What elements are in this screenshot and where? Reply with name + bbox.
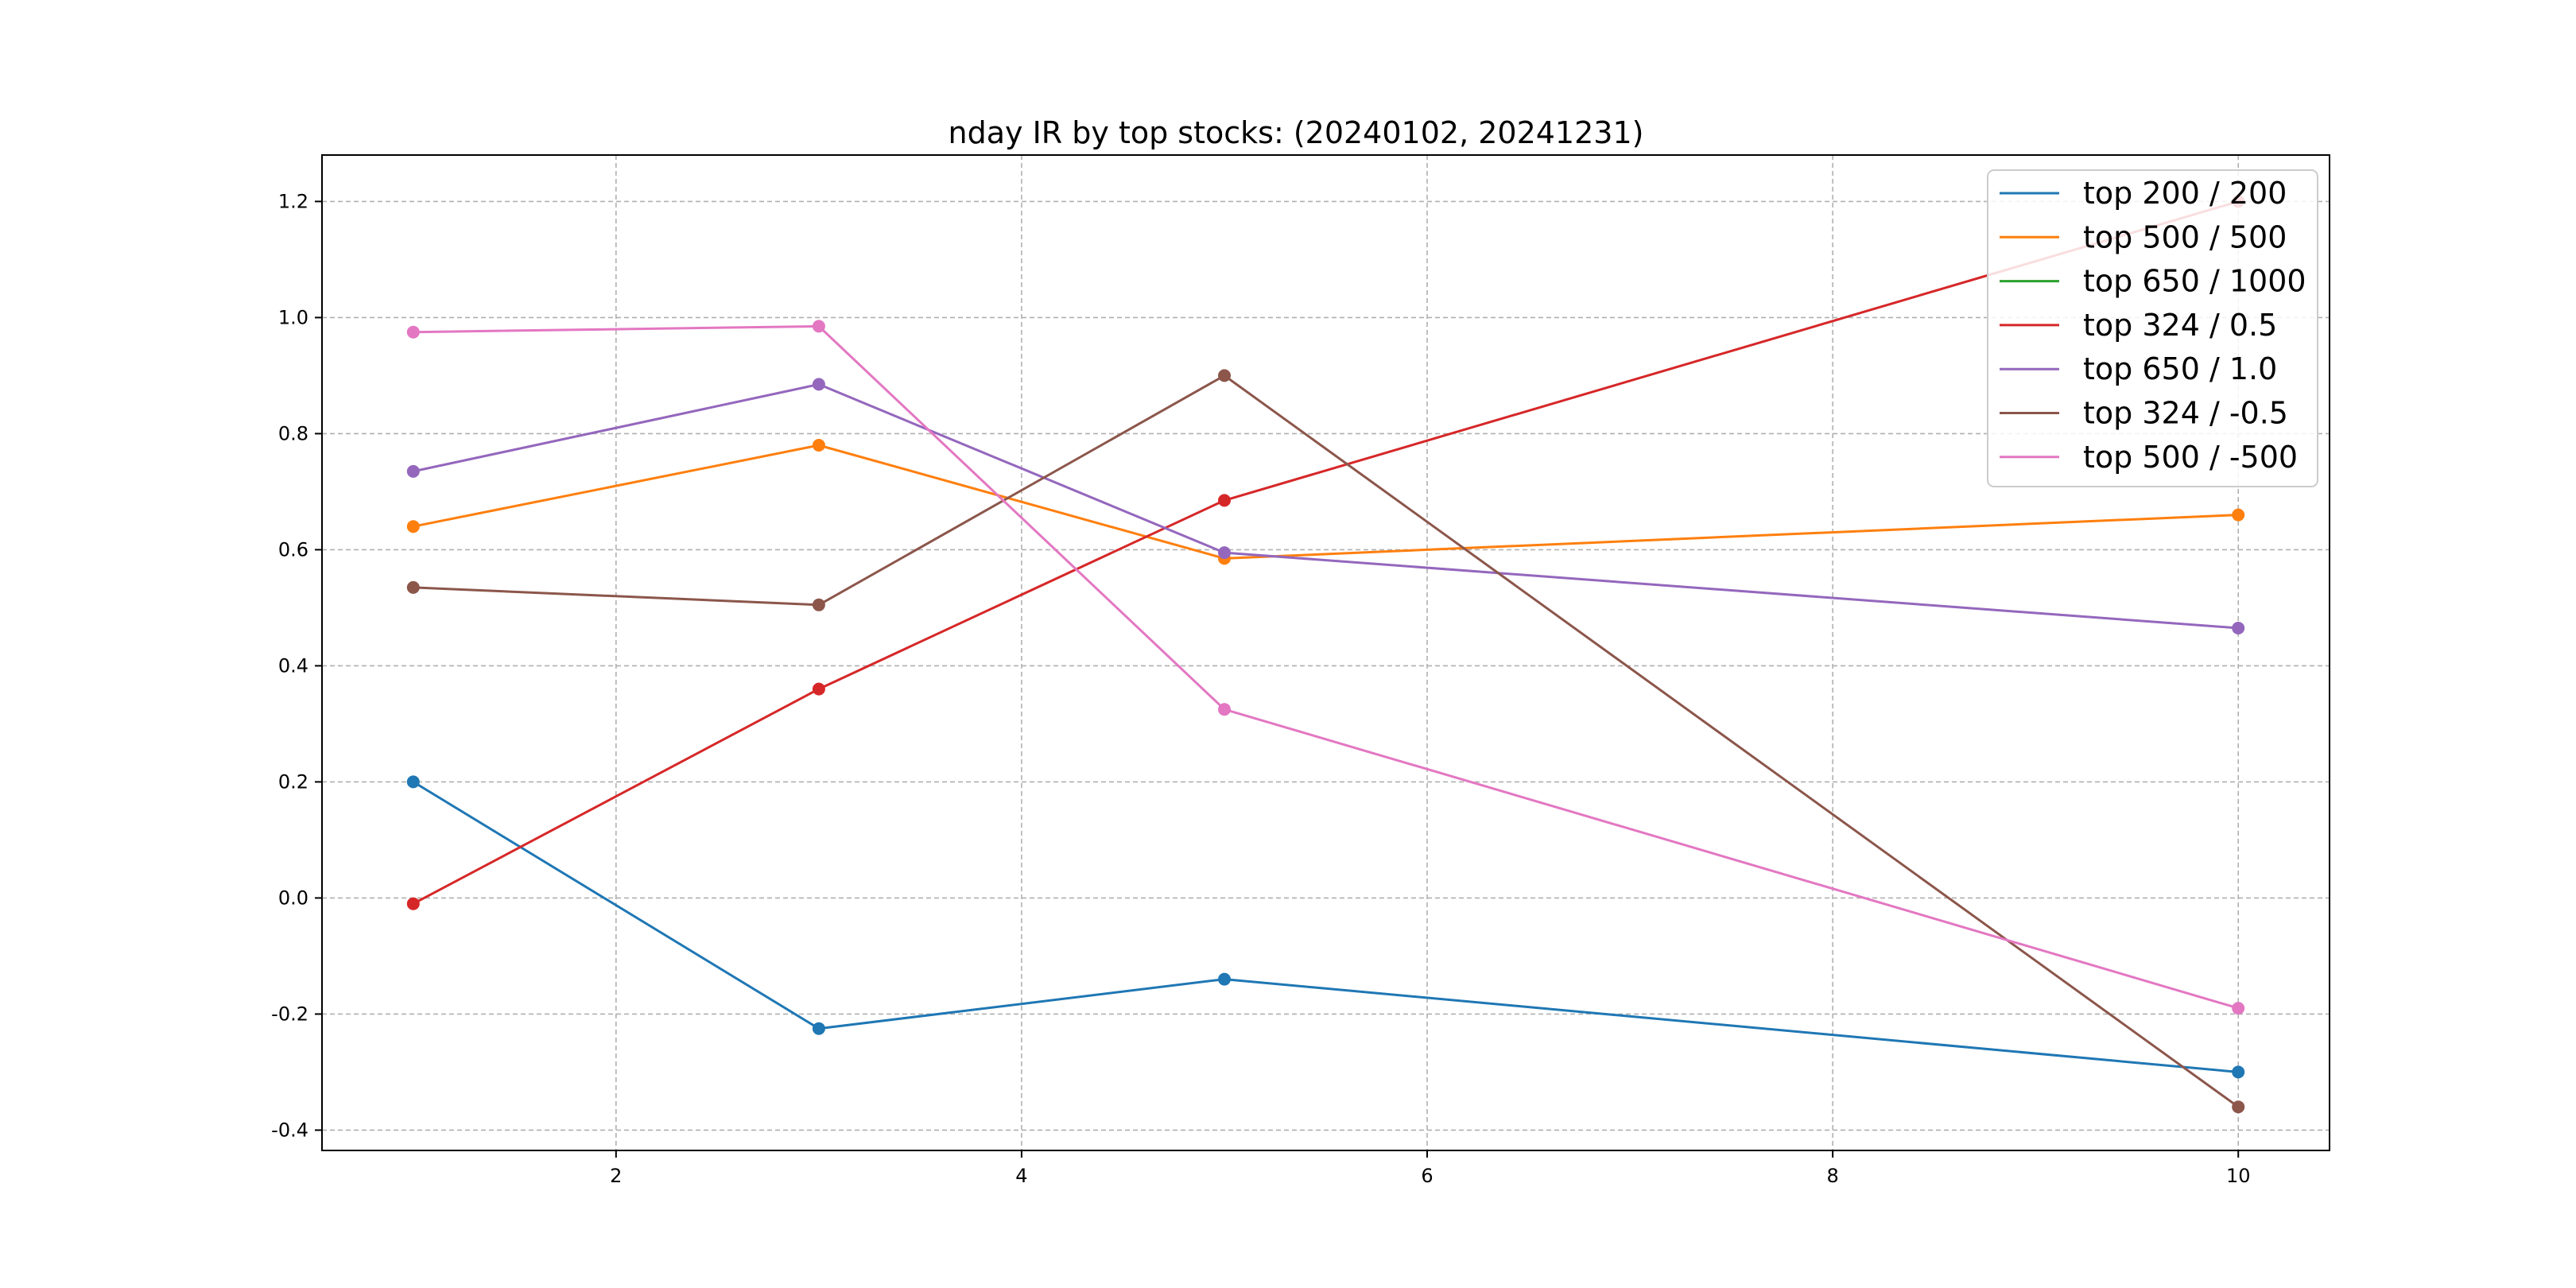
y-tick-label: 0.8: [278, 422, 308, 444]
data-point: [812, 598, 825, 611]
data-point: [812, 439, 825, 452]
data-point: [1218, 369, 1231, 382]
y-tick-label: -0.4: [271, 1119, 308, 1141]
data-point: [812, 1022, 825, 1035]
data-point: [406, 580, 420, 594]
legend-label: top 324 / -0.5: [2083, 396, 2288, 431]
legend-label: top 650 / 1000: [2083, 264, 2306, 299]
legend: top 200 / 200 top 500 / 500 top 650 / 1000…: [1987, 169, 2318, 487]
y-tick-label: 0.0: [278, 886, 308, 909]
plot-area-frame: [321, 154, 2330, 1151]
legend-label: top 500 / -500: [2083, 440, 2298, 475]
series-line: [413, 200, 2239, 906]
legend-label: top 500 / 500: [2083, 219, 2287, 254]
data-point: [812, 378, 825, 391]
data-point: [812, 320, 825, 333]
y-tick-label: -0.2: [271, 1003, 308, 1025]
legend-label: top 324 / 0.5: [2083, 308, 2277, 343]
series-group: [406, 195, 2245, 1114]
data-point: [2232, 1065, 2245, 1079]
x-tick-label: 2: [610, 1165, 622, 1187]
data-point: [1218, 972, 1231, 986]
data-point: [2232, 508, 2245, 522]
data-point: [406, 464, 420, 478]
data-point: [1218, 546, 1231, 560]
axes: 2 4 6 8 10 -0.4 -0.2 0.0 0.2 0.4 0.6 0.8 1.0 1.2: [271, 190, 2250, 1187]
series-line: [413, 374, 2240, 1108]
data-point: [406, 897, 420, 910]
series-line: [413, 382, 2239, 630]
y-tick-label: 1.2: [278, 190, 308, 212]
data-point: [406, 325, 420, 339]
legend-label: top 200 / 200: [2083, 176, 2287, 211]
data-point: [406, 520, 420, 533]
series-line: [413, 444, 2239, 560]
data-point: [2232, 1002, 2245, 1015]
data-point: [812, 682, 825, 696]
y-tick-label: 0.6: [278, 538, 308, 561]
x-tick-label: 10: [2226, 1165, 2251, 1187]
data-point: [2232, 1100, 2245, 1114]
data-point: [2232, 622, 2245, 634]
y-tick-label: 0.2: [278, 770, 308, 793]
data-point: [1218, 494, 1231, 507]
x-tick-label: 4: [1015, 1165, 1027, 1187]
data-point: [406, 775, 420, 789]
grid: [322, 155, 2330, 1150]
x-tick-label: 8: [1826, 1165, 1838, 1187]
y-tick-label: 0.4: [278, 654, 308, 677]
series-line: [413, 324, 2239, 1010]
legend-label: top 650 / 1.0: [2083, 351, 2277, 386]
data-point: [1218, 703, 1231, 716]
legend-box: [1987, 169, 2318, 487]
x-tick-label: 6: [1421, 1165, 1433, 1187]
series-line: [413, 781, 2239, 1073]
chart-title: nday IR by top stocks: (20240102, 202412…: [949, 115, 1644, 150]
y-tick-label: 1.0: [278, 306, 308, 328]
